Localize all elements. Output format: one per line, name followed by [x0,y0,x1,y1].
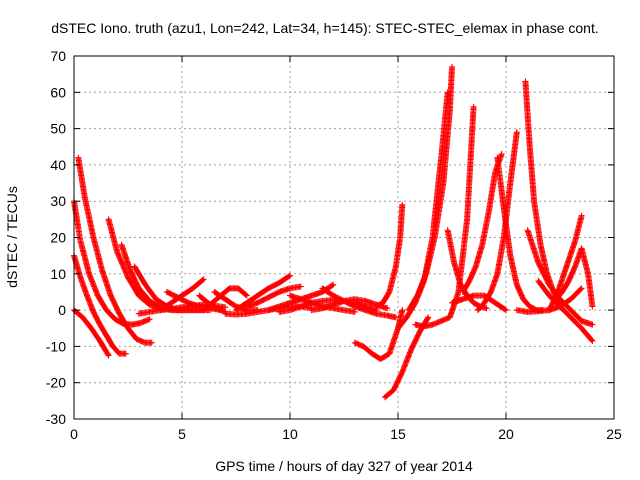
data-point [297,283,304,290]
y-tick-label: 60 [50,84,66,100]
x-tick-label: 0 [70,426,78,442]
x-tick-label: 25 [606,426,622,442]
series-arc-9 [157,276,207,314]
data-point [330,281,337,288]
data-point [243,292,250,299]
grid-lines [74,56,614,419]
data-point [148,339,155,346]
data-point [384,305,391,312]
x-tick-label: 5 [178,426,186,442]
y-tick-labels: -30 -20 -10 0 10 20 30 40 50 60 70 [46,48,66,427]
data-point [351,308,358,315]
y-tick-label: 30 [50,193,66,209]
data-point [287,272,293,279]
series-arc-1 [71,198,153,328]
data-points [71,63,596,401]
data-point [200,276,207,283]
data-point [578,212,585,219]
data-point [329,282,336,289]
y-axis-label: dSTEC / TECUs [4,186,20,288]
y-tick-label: 70 [50,48,66,64]
data-point [589,303,596,310]
x-tick-label: 10 [282,426,298,442]
data-point [104,351,111,358]
y-tick-label: 10 [50,266,66,282]
chart-title: dSTEC Iono. truth (azu1, Lon=242, Lat=34… [51,20,598,36]
y-tick-label: 20 [50,230,66,246]
data-point [449,63,455,70]
data-point [146,316,153,323]
data-point [105,352,112,359]
series-arc-16 [243,283,304,310]
data-point [513,129,520,136]
data-point [242,291,249,298]
y-tick-label: 50 [50,121,66,137]
x-axis-label: GPS time / hours of day 327 of year 2014 [215,458,473,474]
x-tick-labels: 0 5 10 15 20 25 [70,426,622,442]
data-point [399,307,406,314]
series-arc-23 [373,201,406,310]
x-tick-label: 15 [390,426,406,442]
series-arc-20 [308,296,391,314]
data-point [199,277,206,284]
data-point [399,201,406,208]
series-arc-11 [196,292,229,315]
series-arc-3 [71,252,129,357]
y-tick-label: 0 [58,302,66,318]
y-tick-label: 40 [50,157,66,173]
x-tick-label: 20 [498,426,514,442]
series-arc-26 [405,63,455,314]
data-point [285,273,292,280]
series-arc-15 [233,272,293,314]
data-point [470,103,477,110]
series-arc-4 [71,307,112,359]
series-arc-22 [351,307,406,363]
series-arc-24 [382,314,432,401]
series-arc-2 [75,154,155,346]
series-arc-21 [319,285,399,321]
y-tick-label: -20 [46,375,66,391]
y-tick-label: -30 [46,411,66,427]
y-tick-label: -10 [46,338,66,354]
data-point [122,350,129,357]
